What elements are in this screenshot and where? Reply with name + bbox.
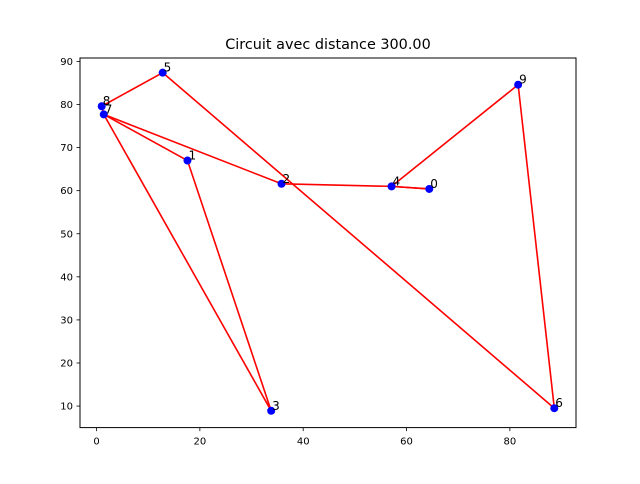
tour-edge-4-9 <box>391 84 519 187</box>
tour-edge-9-6 <box>517 84 556 409</box>
city-label-6: 6 <box>555 396 563 410</box>
x-tick-label-20: 20 <box>193 437 206 448</box>
city-point-3 <box>267 406 276 415</box>
city-point-0 <box>425 184 434 193</box>
city-label-8: 8 <box>103 94 111 108</box>
y-tick-label-40: 40 <box>60 272 73 283</box>
tour-edge-2-4 <box>281 182 392 188</box>
city-label-9: 9 <box>519 73 527 87</box>
city-label-1: 1 <box>188 149 196 163</box>
y-tick-label-60: 60 <box>60 186 73 197</box>
y-tick-label-70: 70 <box>60 143 73 154</box>
city-label-4: 4 <box>393 174 401 188</box>
y-tick-label-50: 50 <box>60 229 73 240</box>
tour-edge-7-1 <box>103 113 188 162</box>
city-point-9 <box>514 80 523 89</box>
city-point-2 <box>277 179 286 188</box>
city-point-8 <box>97 102 106 111</box>
tour-edge-3-7 <box>103 114 272 412</box>
city-label-3: 3 <box>272 399 280 413</box>
tour-edge-5-8 <box>101 71 164 107</box>
city-label-7: 7 <box>105 102 113 116</box>
x-tick-label-40: 40 <box>297 437 310 448</box>
tour-edge-6-5 <box>162 72 555 409</box>
axes-frame <box>79 57 577 429</box>
chart-title: Circuit avec distance 300.00 <box>225 37 430 53</box>
y-tick-label-90: 90 <box>60 57 73 68</box>
x-axis-ticks: 0 20 40 60 80 <box>93 427 516 448</box>
y-tick-label-30: 30 <box>60 315 73 326</box>
y-tick-label-20: 20 <box>60 358 73 369</box>
city-point-4 <box>387 182 396 191</box>
y-tick-label-10: 10 <box>60 402 73 413</box>
y-axis-ticks: 10 20 30 40 50 60 70 80 90 <box>60 57 80 413</box>
city-label-0: 0 <box>430 177 438 191</box>
city-label-2: 2 <box>283 172 291 186</box>
city-point-7 <box>99 110 108 119</box>
tour-edge-1-3 <box>186 160 272 412</box>
city-point-1 <box>183 156 192 165</box>
city-point-5 <box>158 68 167 77</box>
x-tick-label-0: 0 <box>93 437 99 448</box>
city-point-6 <box>550 404 559 413</box>
y-tick-label-80: 80 <box>60 100 73 111</box>
tour-edge-4-0 <box>391 185 430 190</box>
tour-edge-7-2 <box>103 113 282 185</box>
city-labels: 0 1 2 3 4 5 6 78 9 <box>103 61 563 413</box>
city-points <box>97 68 559 415</box>
x-tick-label-80: 80 <box>503 437 516 448</box>
x-tick-label-60: 60 <box>400 437 413 448</box>
city-label-5: 5 <box>164 61 172 75</box>
